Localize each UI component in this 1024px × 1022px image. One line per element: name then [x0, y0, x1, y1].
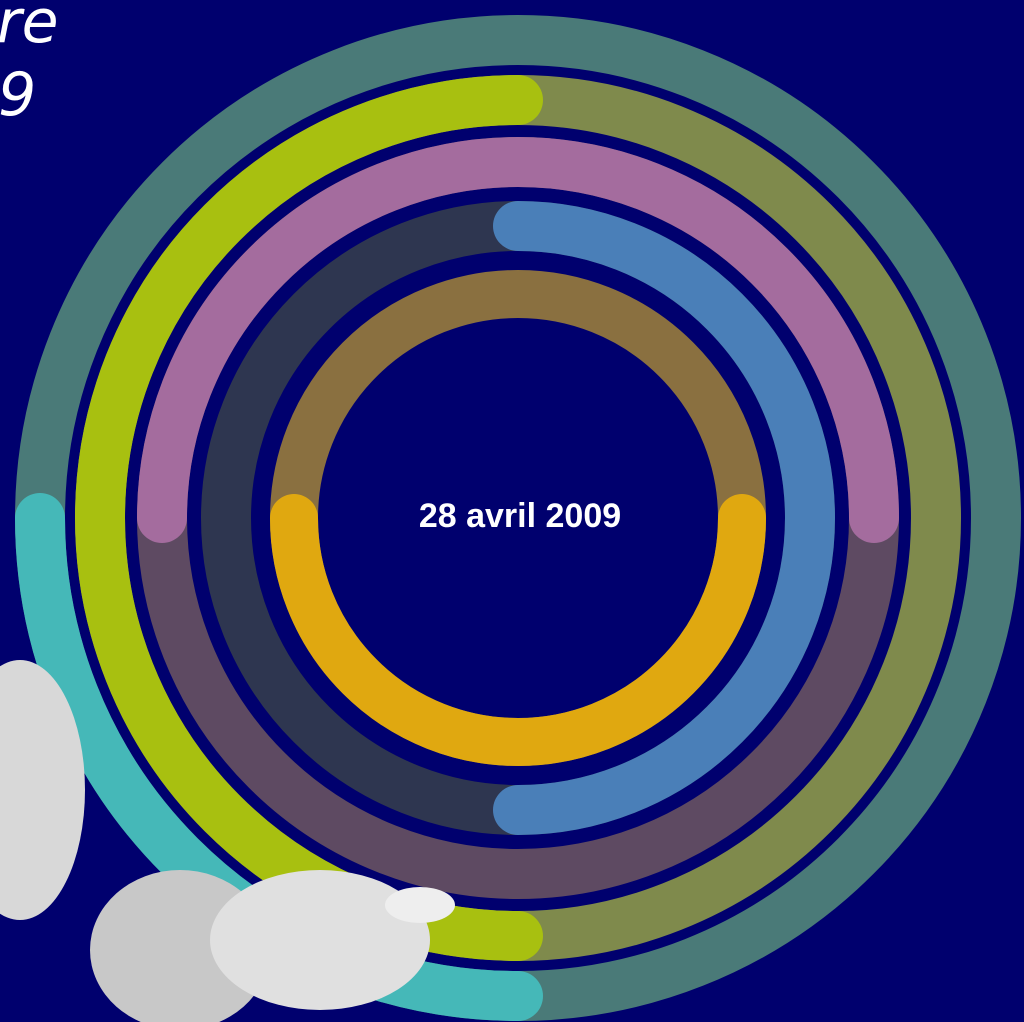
figure-finger [385, 887, 455, 923]
title-line: ere [0, 0, 59, 57]
slide: ere 09 28 avril 2009 [0, 0, 1024, 1022]
page: ere 09 28 avril 2009 (() => { const data… [0, 0, 1024, 1022]
title-line: 09 [0, 60, 36, 130]
date-label: 28 avril 2009 [419, 497, 621, 535]
figure-hand [210, 870, 430, 1010]
